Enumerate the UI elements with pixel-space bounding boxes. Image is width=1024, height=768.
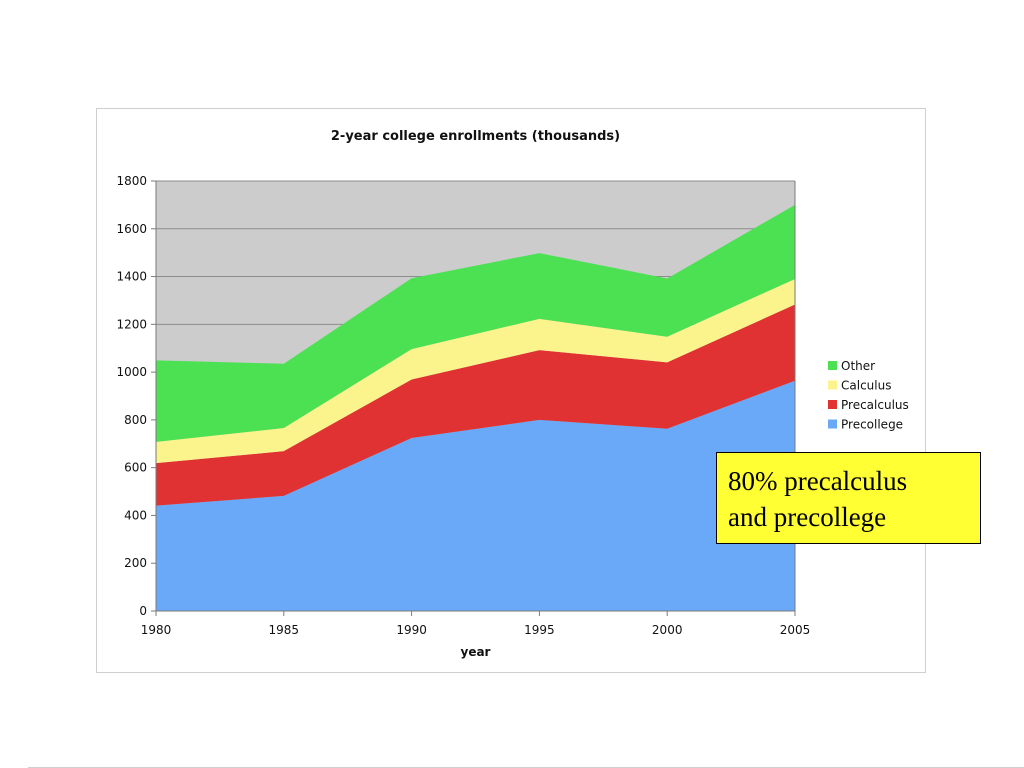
y-tick-label: 1600 xyxy=(116,222,147,236)
area-other xyxy=(156,204,795,442)
y-tick-label: 1400 xyxy=(116,270,147,284)
legend-label-precalculus: Precalculus xyxy=(841,398,909,412)
chart-title: 2-year college enrollments (thousands) xyxy=(331,129,620,144)
x-axis-label: year xyxy=(461,645,491,659)
x-tick-label: 1995 xyxy=(524,623,555,637)
area-calculus xyxy=(156,278,795,464)
legend-swatch-other xyxy=(828,361,837,370)
y-tick-label: 1000 xyxy=(116,365,147,379)
y-tick-label: 0 xyxy=(139,604,147,618)
legend-swatch-calculus xyxy=(828,380,837,390)
x-tick-label: 2005 xyxy=(780,623,811,637)
y-tick-label: 1200 xyxy=(116,317,147,331)
annotation-callout: 80% precalculus and precollege xyxy=(716,452,981,544)
area-precalculus xyxy=(156,304,795,506)
area-precollege xyxy=(156,380,795,611)
callout-line-1: 80% precalculus xyxy=(728,466,908,496)
legend-label-other: Other xyxy=(841,359,875,373)
stacked-area-chart: 2-year college enrollments (thousands) 0 2… xyxy=(116,129,909,659)
y-tick-label: 200 xyxy=(124,556,147,570)
x-tick-label: 1985 xyxy=(269,623,300,637)
x-tick-label: 1980 xyxy=(141,623,172,637)
x-tick-label: 1990 xyxy=(396,623,427,637)
legend: Other Calculus Precalculus Precollege xyxy=(828,359,909,432)
x-tick-label: 2000 xyxy=(652,623,683,637)
chart-frame: 2-year college enrollments (thousands) 0 2… xyxy=(96,108,926,673)
y-tick-label: 1800 xyxy=(116,174,147,188)
legend-swatch-precollege xyxy=(828,419,837,429)
y-tick-label: 400 xyxy=(124,508,147,522)
legend-swatch-precalculus xyxy=(828,400,837,409)
legend-label-precollege: Precollege xyxy=(841,418,903,432)
y-tick-label: 800 xyxy=(124,413,147,427)
callout-line-2: and precollege xyxy=(728,502,887,532)
legend-label-calculus: Calculus xyxy=(841,379,891,393)
y-tick-label: 600 xyxy=(124,461,147,475)
